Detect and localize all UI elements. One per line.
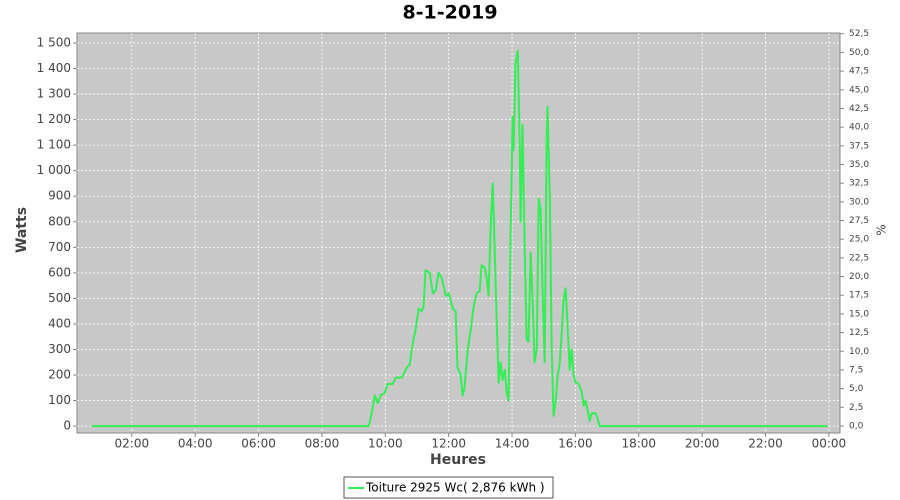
x-tick-label: 18:00 — [621, 437, 656, 451]
y2-tick-label: 15,0 — [849, 309, 869, 319]
y-tick-label: 600 — [48, 265, 71, 279]
y-tick-label: 300 — [48, 342, 71, 356]
y2-axis-label: % — [875, 224, 889, 235]
x-tick-label: 06:00 — [241, 437, 276, 451]
y-tick-label: 1 400 — [37, 61, 71, 75]
x-tick-label: 00:00 — [812, 437, 847, 451]
x-tick-label: 08:00 — [305, 437, 340, 451]
y-tick-label: 1 500 — [37, 35, 71, 49]
y2-tick-label: 27,5 — [849, 216, 869, 226]
x-tick-label: 12:00 — [431, 437, 466, 451]
y-tick-label: 200 — [48, 368, 71, 382]
y2-tick-label: 22,5 — [849, 253, 869, 263]
x-tick-label: 04:00 — [178, 437, 213, 451]
x-tick-label: 16:00 — [558, 437, 593, 451]
y-tick-label: 1 100 — [37, 138, 71, 152]
x-tick-label: 22:00 — [748, 437, 783, 451]
x-tick-label: 20:00 — [685, 437, 720, 451]
y2-tick-label: 7,5 — [849, 365, 863, 375]
y2-tick-label: 17,5 — [849, 291, 869, 301]
y-tick-label: 100 — [48, 393, 71, 407]
y-tick-label: 1 300 — [37, 87, 71, 101]
x-tick-label: 10:00 — [368, 437, 403, 451]
y-tick-label: 500 — [48, 291, 71, 305]
y2-tick-label: 10,0 — [849, 347, 869, 357]
y2-tick-label: 42,5 — [849, 104, 869, 114]
y-axis-label: Watts — [14, 207, 30, 253]
x-tick-label: 02:00 — [115, 437, 150, 451]
y-tick-label: 1 200 — [37, 112, 71, 126]
plot-area — [76, 32, 841, 434]
y2-tick-label: 20,0 — [849, 272, 869, 282]
legend — [343, 476, 554, 499]
x-tick-label: 14:00 — [495, 437, 530, 451]
y2-tick-label: 40,0 — [849, 123, 869, 133]
y-tick-label: 0 — [63, 419, 71, 433]
y-tick-label: 700 — [48, 240, 71, 254]
y2-tick-label: 32,5 — [849, 179, 869, 189]
y2-tick-label: 50,0 — [849, 48, 869, 58]
y2-tick-label: 47,5 — [849, 67, 869, 77]
y2-tick-label: 35,0 — [849, 160, 869, 170]
y-tick-label: 400 — [48, 316, 71, 330]
y2-tick-label: 52,5 — [849, 29, 869, 39]
x-axis-label: Heures — [430, 452, 486, 468]
y2-tick-label: 5,0 — [849, 384, 864, 394]
y-tick-label: 900 — [48, 189, 71, 203]
y2-tick-label: 37,5 — [849, 141, 869, 151]
y-tick-label: 1 000 — [37, 163, 71, 177]
y-tick-label: 800 — [48, 214, 71, 228]
y2-tick-label: 2,5 — [849, 403, 863, 413]
line-series — [91, 49, 828, 428]
chart-title: 8-1-2019 — [402, 2, 497, 24]
y2-tick-label: 45,0 — [849, 85, 869, 95]
y2-tick-label: 12,5 — [849, 328, 869, 338]
y2-tick-label: 25,0 — [849, 235, 869, 245]
y2-tick-label: 0,0 — [849, 421, 864, 431]
y2-tick-label: 30,0 — [849, 197, 869, 207]
legend-label: Toiture 2925 Wc( 2,876 kWh ) — [365, 481, 545, 495]
